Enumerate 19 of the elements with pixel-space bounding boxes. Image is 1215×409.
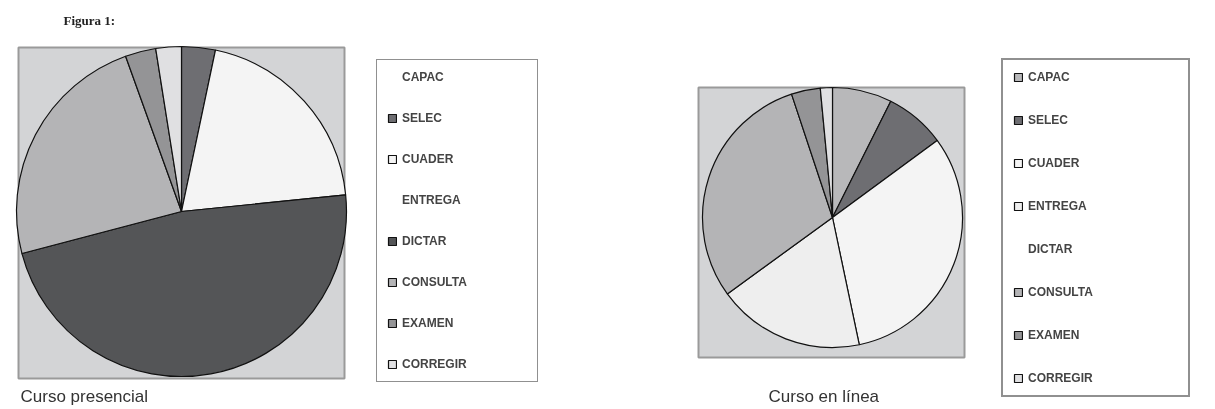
category-label: DICTAR <box>1028 242 1073 256</box>
category-label: CAPAC <box>402 70 444 84</box>
legend-label: CONSULTA <box>402 275 468 289</box>
legend-label: EXAMEN <box>402 316 455 330</box>
legend-label: CAPAC <box>1028 70 1071 84</box>
legend-label: EXAMEN <box>1028 328 1081 342</box>
category-label: ENTREGA <box>402 193 461 207</box>
legend-label: SELEC <box>1028 113 1069 127</box>
legend-label: CUADER <box>1028 156 1081 170</box>
legend-label: CUADER <box>402 152 455 166</box>
legend-label: CONSULTA <box>1028 285 1094 299</box>
legend-label: SELEC <box>402 111 443 125</box>
legend-label: CORREGIR <box>1028 371 1094 385</box>
text: Curso en línea <box>768 387 880 406</box>
chart-title: Figura 1: <box>63 13 116 28</box>
legend-label: CORREGIR <box>402 357 468 371</box>
legend-label: ENTREGA <box>1028 199 1088 213</box>
text: Curso presencial <box>20 387 149 406</box>
legend-label: DICTAR <box>402 234 448 248</box>
